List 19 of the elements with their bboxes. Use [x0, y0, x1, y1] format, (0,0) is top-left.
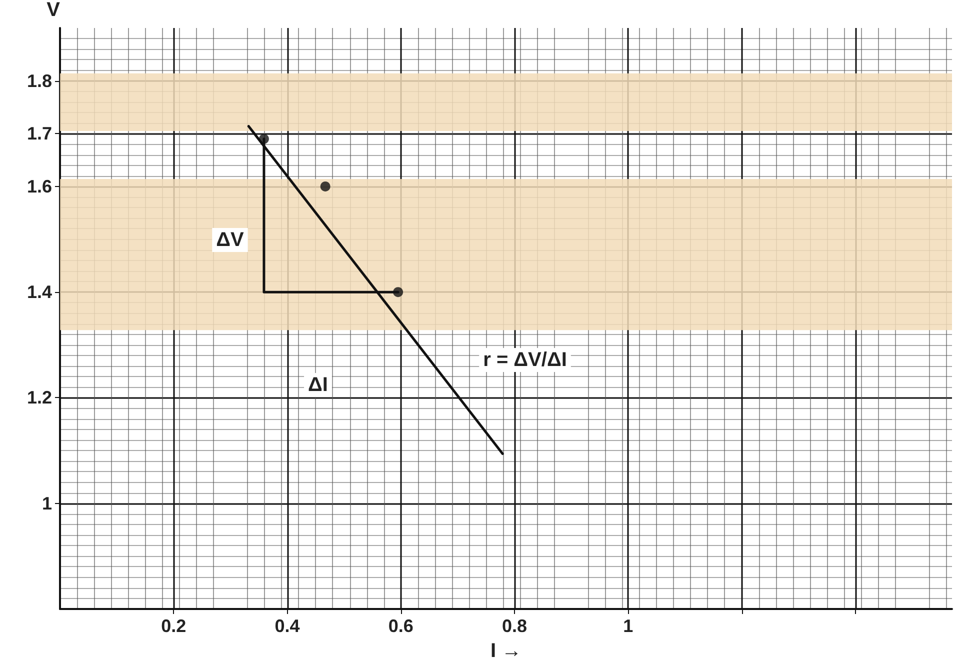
x-tick-label: 1 — [623, 616, 634, 636]
point — [258, 134, 269, 144]
point — [393, 287, 404, 298]
annotation: ΔI — [308, 374, 328, 396]
y-tick-label: 1.4 — [26, 282, 52, 302]
y-tick-label: 1.6 — [26, 176, 52, 196]
annotation: r = ΔV/ΔI — [483, 349, 567, 371]
y-tick-label: 1.7 — [26, 124, 52, 144]
x-tick-label: 0.6 — [388, 616, 414, 636]
x-tick-label: 0.8 — [502, 616, 528, 636]
y-axis-title: V — [46, 0, 61, 21]
annotation: ΔV — [216, 229, 245, 251]
y-tick-label: 1.8 — [26, 70, 52, 91]
x-tick-label: 0.4 — [274, 616, 300, 636]
y-tick-label: 1.2 — [26, 388, 52, 408]
x-axis-title: I → — [490, 640, 522, 662]
y-tick-label: 1 — [42, 493, 52, 514]
x-tick-label: 0.2 — [161, 616, 186, 636]
point — [320, 181, 330, 192]
